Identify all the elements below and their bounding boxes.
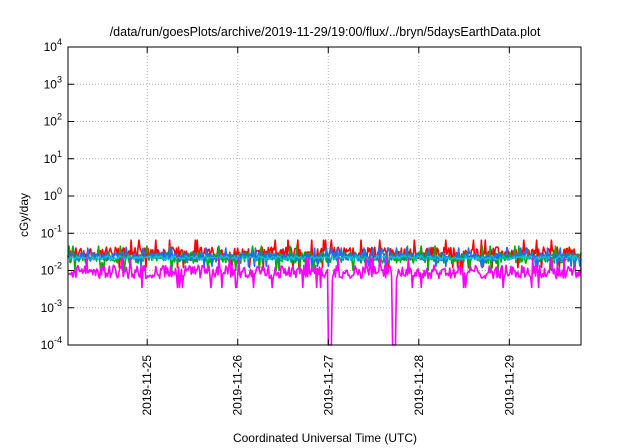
x-axis: 2019-11-25 2019-11-26 2019-11-27 2019-11-28… bbox=[140, 47, 516, 416]
series-layer bbox=[67, 239, 582, 346]
x-tick-label: 2019-11-27 bbox=[321, 355, 335, 416]
y-axis-label: cGy/day bbox=[17, 193, 31, 237]
y-tick-label: 102 bbox=[44, 112, 62, 129]
y-tick-label: 104 bbox=[44, 37, 62, 54]
y-tick-label: 10-4 bbox=[41, 335, 62, 352]
x-tick-label: 2019-11-25 bbox=[140, 355, 154, 416]
x-tick-label: 2019-11-28 bbox=[412, 355, 426, 416]
x-tick-label: 2019-11-29 bbox=[502, 355, 516, 416]
y-tick-label: 10-2 bbox=[41, 261, 62, 278]
series-line-4 bbox=[67, 256, 582, 346]
y-tick-label: 10-1 bbox=[41, 223, 62, 240]
chart-title: /data/run/goesPlots/archive/2019-11-29/1… bbox=[110, 25, 541, 39]
x-tick-label: 2019-11-26 bbox=[231, 355, 245, 416]
y-tick-label: 10-3 bbox=[41, 298, 62, 315]
series-line-2 bbox=[67, 247, 582, 268]
y-tick-label: 103 bbox=[44, 74, 62, 91]
series-line-3 bbox=[67, 255, 582, 261]
y-tick-label: 101 bbox=[44, 149, 62, 166]
grid bbox=[68, 47, 581, 345]
y-tick-label: 100 bbox=[44, 186, 62, 203]
y-axis: 10-4 10-3 10-2 10-1 100 101 102 103 104 bbox=[41, 37, 581, 352]
x-axis-label: Coordinated Universal Time (UTC) bbox=[233, 431, 417, 445]
plot-frame bbox=[67, 46, 582, 346]
